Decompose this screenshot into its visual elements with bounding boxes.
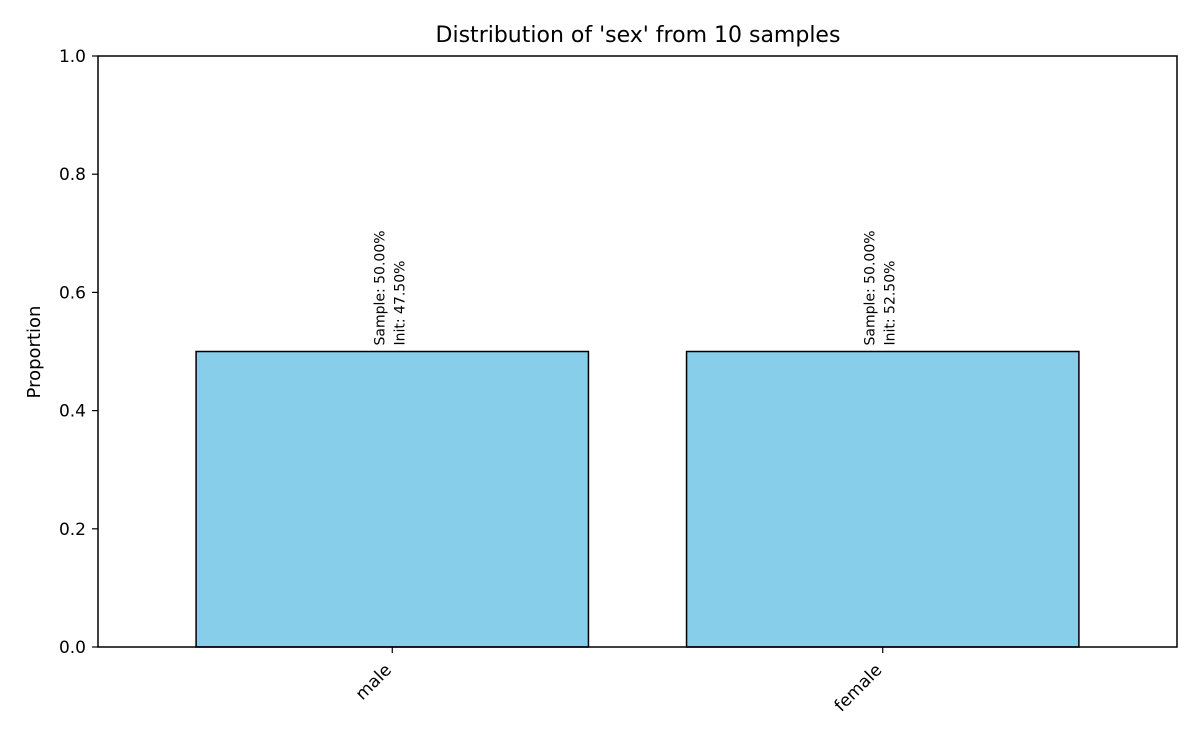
- x-tick-label: male: [352, 660, 396, 704]
- x-tick-label: female: [831, 660, 887, 716]
- annotations-layer: Sample: 50.00% Init: 47.50% Sample: 50.00%…: [372, 230, 898, 345]
- y-axis: 0.0 0.2 0.4 0.6 0.8 1.0: [59, 47, 98, 658]
- y-axis-label: Proportion: [24, 306, 45, 399]
- bar-male: [195, 350, 590, 648]
- bars-layer: [195, 350, 1080, 648]
- chart-title: Distribution of 'sex' from 10 samples: [436, 23, 841, 48]
- bar-annotation-male: Init: 47.50%: [392, 261, 408, 346]
- y-tick-label: 0.2: [59, 520, 86, 540]
- y-tick-label: 0.4: [59, 402, 86, 422]
- bar-annotation-female: Sample: 50.00%: [863, 230, 879, 345]
- bar-female: [685, 350, 1080, 648]
- y-tick-label: 1.0: [59, 47, 86, 67]
- bar-annotation-male: Sample: 50.00%: [372, 230, 388, 345]
- plot-frame: [97, 55, 1178, 648]
- bar-annotation-female: Init: 52.50%: [883, 261, 899, 346]
- y-tick-label: 0.0: [59, 638, 86, 658]
- x-axis: male female: [352, 647, 886, 716]
- y-tick-label: 0.6: [59, 283, 86, 303]
- y-tick-label: 0.8: [59, 165, 86, 185]
